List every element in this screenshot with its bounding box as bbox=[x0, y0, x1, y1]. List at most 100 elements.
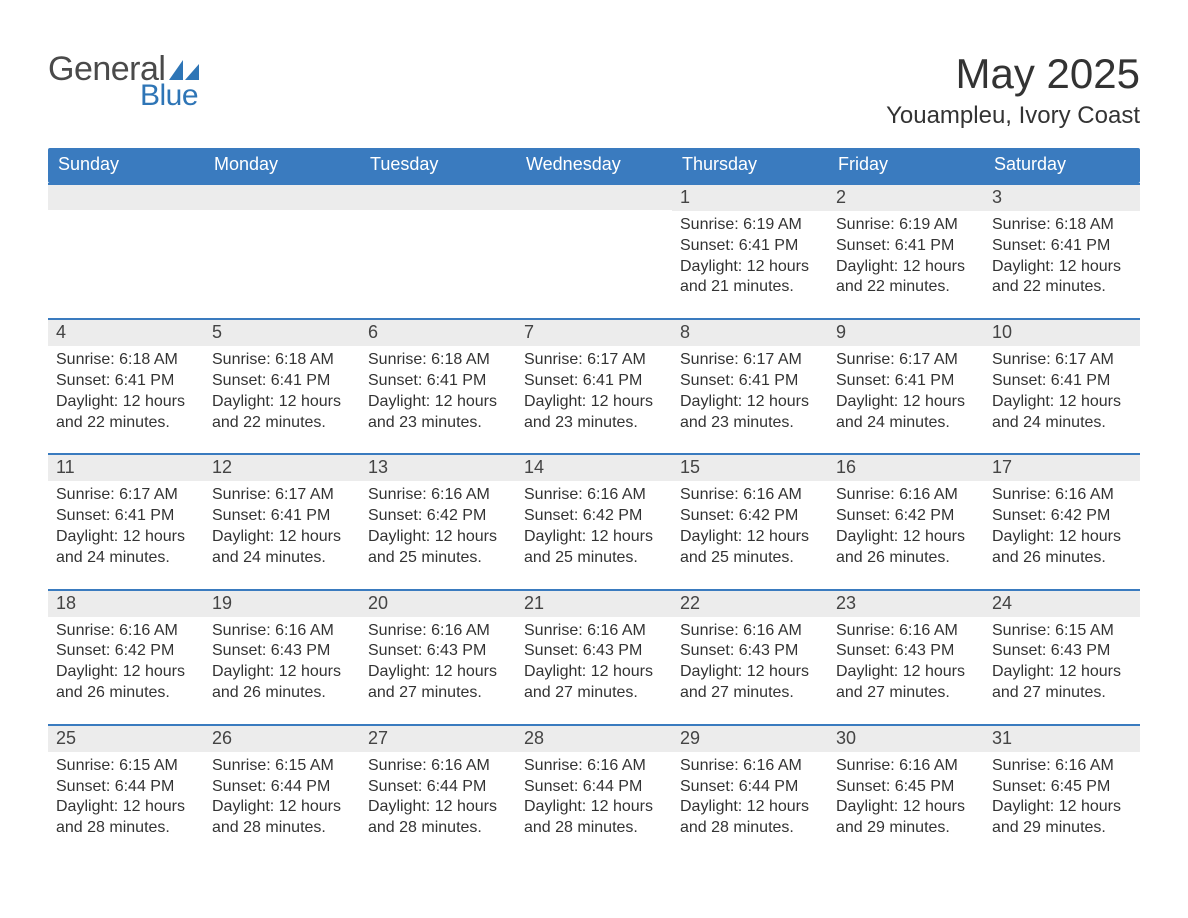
day-daylight2: and 24 minutes. bbox=[836, 413, 976, 434]
calendar-day bbox=[48, 183, 204, 304]
day-sunset: Sunset: 6:41 PM bbox=[836, 236, 976, 257]
day-sunset: Sunset: 6:44 PM bbox=[680, 777, 820, 798]
day-sunrise: Sunrise: 6:17 AM bbox=[524, 350, 664, 371]
weekday-header: Tuesday bbox=[360, 148, 516, 183]
day-daylight2: and 22 minutes. bbox=[836, 277, 976, 298]
calendar-day: 28Sunrise: 6:16 AMSunset: 6:44 PMDayligh… bbox=[516, 724, 672, 845]
day-sunset: Sunset: 6:45 PM bbox=[992, 777, 1132, 798]
day-sunrise: Sunrise: 6:18 AM bbox=[56, 350, 196, 371]
day-sunrise: Sunrise: 6:16 AM bbox=[680, 621, 820, 642]
day-daylight1: Daylight: 12 hours bbox=[368, 527, 508, 548]
calendar-day: 20Sunrise: 6:16 AMSunset: 6:43 PMDayligh… bbox=[360, 589, 516, 710]
day-sunrise: Sunrise: 6:16 AM bbox=[524, 756, 664, 777]
calendar-week: 25Sunrise: 6:15 AMSunset: 6:44 PMDayligh… bbox=[48, 724, 1140, 845]
day-sunrise: Sunrise: 6:19 AM bbox=[680, 215, 820, 236]
day-details: Sunrise: 6:16 AMSunset: 6:44 PMDaylight:… bbox=[516, 752, 672, 845]
day-number: 16 bbox=[828, 453, 984, 481]
day-daylight1: Daylight: 12 hours bbox=[992, 797, 1132, 818]
title-location: Youampleu, Ivory Coast bbox=[886, 102, 1140, 130]
day-daylight1: Daylight: 12 hours bbox=[992, 392, 1132, 413]
calendar-week: 1Sunrise: 6:19 AMSunset: 6:41 PMDaylight… bbox=[48, 183, 1140, 304]
calendar-day: 31Sunrise: 6:16 AMSunset: 6:45 PMDayligh… bbox=[984, 724, 1140, 845]
day-number: 22 bbox=[672, 589, 828, 617]
day-sunset: Sunset: 6:41 PM bbox=[836, 371, 976, 392]
day-details: Sunrise: 6:17 AMSunset: 6:41 PMDaylight:… bbox=[672, 346, 828, 439]
day-sunset: Sunset: 6:44 PM bbox=[212, 777, 352, 798]
day-details: Sunrise: 6:15 AMSunset: 6:43 PMDaylight:… bbox=[984, 617, 1140, 710]
day-sunrise: Sunrise: 6:18 AM bbox=[212, 350, 352, 371]
day-daylight2: and 28 minutes. bbox=[368, 818, 508, 839]
day-daylight2: and 24 minutes. bbox=[212, 548, 352, 569]
calendar-day: 2Sunrise: 6:19 AMSunset: 6:41 PMDaylight… bbox=[828, 183, 984, 304]
calendar-day: 23Sunrise: 6:16 AMSunset: 6:43 PMDayligh… bbox=[828, 589, 984, 710]
day-number: 14 bbox=[516, 453, 672, 481]
day-sunrise: Sunrise: 6:16 AM bbox=[524, 621, 664, 642]
day-sunset: Sunset: 6:42 PM bbox=[992, 506, 1132, 527]
day-details: Sunrise: 6:16 AMSunset: 6:45 PMDaylight:… bbox=[984, 752, 1140, 845]
day-daylight1: Daylight: 12 hours bbox=[524, 527, 664, 548]
calendar-day: 25Sunrise: 6:15 AMSunset: 6:44 PMDayligh… bbox=[48, 724, 204, 845]
calendar-day bbox=[204, 183, 360, 304]
calendar-day: 10Sunrise: 6:17 AMSunset: 6:41 PMDayligh… bbox=[984, 318, 1140, 439]
day-daylight1: Daylight: 12 hours bbox=[680, 257, 820, 278]
day-details: Sunrise: 6:15 AMSunset: 6:44 PMDaylight:… bbox=[48, 752, 204, 845]
day-daylight2: and 28 minutes. bbox=[680, 818, 820, 839]
day-daylight1: Daylight: 12 hours bbox=[836, 527, 976, 548]
day-number bbox=[360, 183, 516, 210]
calendar-week: 11Sunrise: 6:17 AMSunset: 6:41 PMDayligh… bbox=[48, 453, 1140, 574]
day-number: 4 bbox=[48, 318, 204, 346]
day-daylight2: and 29 minutes. bbox=[992, 818, 1132, 839]
day-daylight1: Daylight: 12 hours bbox=[836, 257, 976, 278]
day-sunrise: Sunrise: 6:15 AM bbox=[992, 621, 1132, 642]
day-number: 2 bbox=[828, 183, 984, 211]
day-number: 19 bbox=[204, 589, 360, 617]
calendar-day: 19Sunrise: 6:16 AMSunset: 6:43 PMDayligh… bbox=[204, 589, 360, 710]
calendar-page: General Blue May 2025 Youampleu, Ivory C… bbox=[0, 0, 1188, 885]
day-details: Sunrise: 6:17 AMSunset: 6:41 PMDaylight:… bbox=[828, 346, 984, 439]
day-number: 9 bbox=[828, 318, 984, 346]
day-daylight2: and 23 minutes. bbox=[368, 413, 508, 434]
day-number: 28 bbox=[516, 724, 672, 752]
day-daylight1: Daylight: 12 hours bbox=[524, 392, 664, 413]
day-sunset: Sunset: 6:43 PM bbox=[368, 641, 508, 662]
day-details: Sunrise: 6:17 AMSunset: 6:41 PMDaylight:… bbox=[516, 346, 672, 439]
day-sunrise: Sunrise: 6:16 AM bbox=[836, 621, 976, 642]
calendar-day: 16Sunrise: 6:16 AMSunset: 6:42 PMDayligh… bbox=[828, 453, 984, 574]
day-daylight1: Daylight: 12 hours bbox=[212, 527, 352, 548]
calendar-day: 7Sunrise: 6:17 AMSunset: 6:41 PMDaylight… bbox=[516, 318, 672, 439]
calendar-day: 21Sunrise: 6:16 AMSunset: 6:43 PMDayligh… bbox=[516, 589, 672, 710]
day-details: Sunrise: 6:18 AMSunset: 6:41 PMDaylight:… bbox=[48, 346, 204, 439]
day-daylight2: and 27 minutes. bbox=[524, 683, 664, 704]
day-details: Sunrise: 6:16 AMSunset: 6:43 PMDaylight:… bbox=[516, 617, 672, 710]
day-sunrise: Sunrise: 6:16 AM bbox=[680, 485, 820, 506]
day-number: 1 bbox=[672, 183, 828, 211]
title-block: May 2025 Youampleu, Ivory Coast bbox=[886, 50, 1140, 130]
day-number: 31 bbox=[984, 724, 1140, 752]
day-daylight1: Daylight: 12 hours bbox=[992, 257, 1132, 278]
weekday-header: Wednesday bbox=[516, 148, 672, 183]
day-daylight2: and 23 minutes. bbox=[680, 413, 820, 434]
day-daylight1: Daylight: 12 hours bbox=[56, 797, 196, 818]
day-sunset: Sunset: 6:41 PM bbox=[212, 371, 352, 392]
day-number: 24 bbox=[984, 589, 1140, 617]
day-sunset: Sunset: 6:43 PM bbox=[524, 641, 664, 662]
day-daylight1: Daylight: 12 hours bbox=[212, 662, 352, 683]
day-sunset: Sunset: 6:41 PM bbox=[680, 371, 820, 392]
day-daylight1: Daylight: 12 hours bbox=[56, 392, 196, 413]
day-sunrise: Sunrise: 6:17 AM bbox=[992, 350, 1132, 371]
day-daylight2: and 21 minutes. bbox=[680, 277, 820, 298]
day-daylight1: Daylight: 12 hours bbox=[368, 662, 508, 683]
day-daylight2: and 27 minutes. bbox=[836, 683, 976, 704]
day-daylight1: Daylight: 12 hours bbox=[524, 797, 664, 818]
day-number bbox=[48, 183, 204, 210]
day-details: Sunrise: 6:16 AMSunset: 6:44 PMDaylight:… bbox=[672, 752, 828, 845]
day-daylight1: Daylight: 12 hours bbox=[680, 392, 820, 413]
day-sunset: Sunset: 6:42 PM bbox=[56, 641, 196, 662]
day-daylight2: and 25 minutes. bbox=[368, 548, 508, 569]
day-details: Sunrise: 6:16 AMSunset: 6:42 PMDaylight:… bbox=[984, 481, 1140, 574]
day-daylight1: Daylight: 12 hours bbox=[368, 392, 508, 413]
day-sunset: Sunset: 6:44 PM bbox=[56, 777, 196, 798]
day-sunset: Sunset: 6:41 PM bbox=[992, 371, 1132, 392]
day-sunrise: Sunrise: 6:16 AM bbox=[992, 756, 1132, 777]
day-sunset: Sunset: 6:42 PM bbox=[836, 506, 976, 527]
